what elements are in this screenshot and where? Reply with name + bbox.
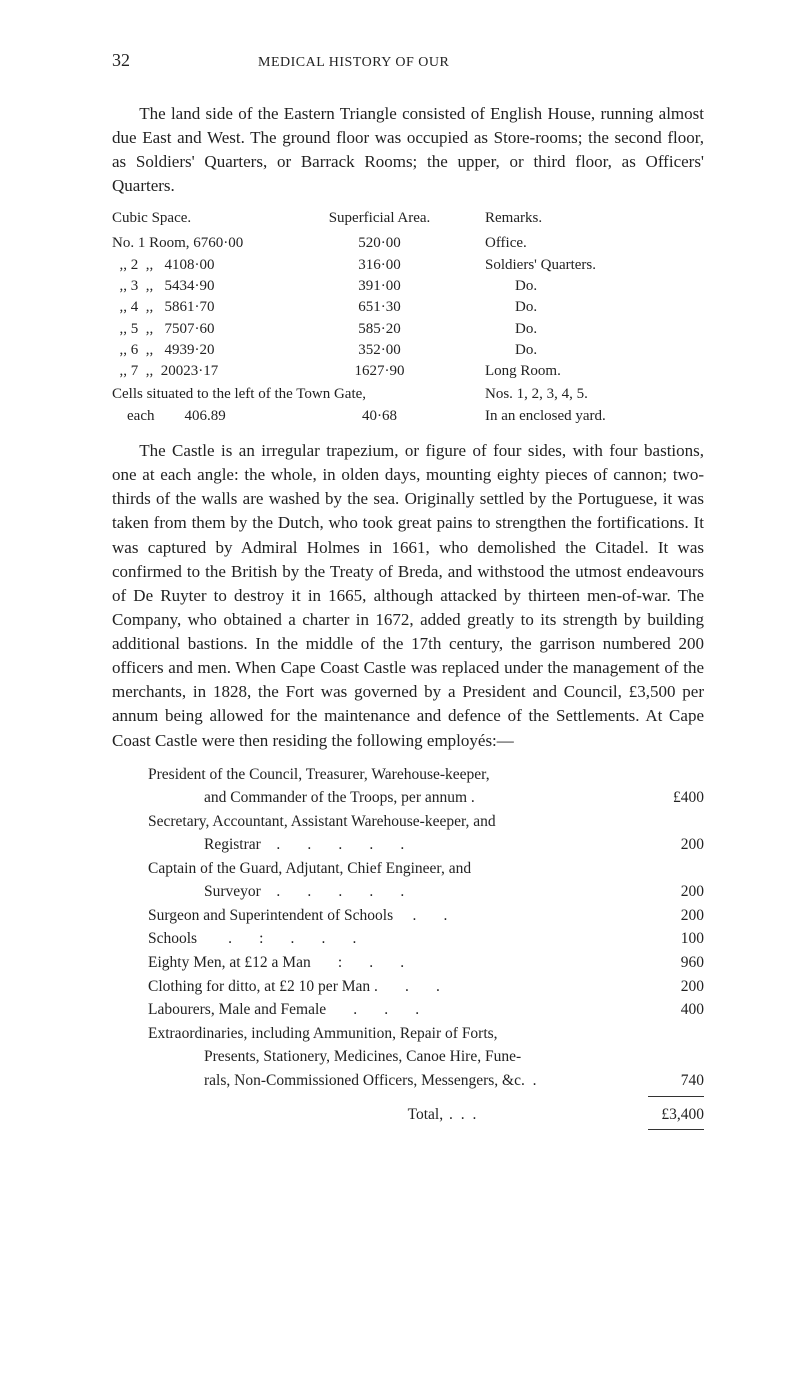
table-footer-row: Cells situated to the left of the Town G…	[112, 384, 704, 405]
list-item-label: Labourers, Male and Female . . .	[112, 998, 614, 1022]
list-item: and Commander of the Troops, per annum .…	[112, 786, 704, 810]
table-cell: ,, 4 ,, 5861·70	[112, 297, 302, 318]
list-item-amount: 200	[614, 833, 704, 857]
total-label: Total,	[112, 1103, 614, 1127]
table-cell: Do.	[457, 340, 704, 361]
list-item: Eighty Men, at £12 a Man : . .960	[112, 951, 704, 975]
table-header-row: Cubic Space. Superficial Area. Remarks.	[112, 208, 704, 229]
table-cell: Nos. 1, 2, 3, 4, 5.	[457, 384, 704, 405]
list-item-label: rals, Non-Commissioned Officers, Messeng…	[112, 1069, 614, 1093]
table-row: ,, 4 ,, 5861·70651·30 Do.	[112, 297, 704, 318]
table-cell: No. 1 Room, 6760·00	[112, 233, 302, 254]
body-paragraph-2: The Castle is an irregular trapezium, or…	[112, 439, 704, 753]
list-item: Presents, Stationery, Medicines, Canoe H…	[112, 1045, 704, 1069]
table-row: ,, 2 ,, 4108·00316·00Soldiers' Quarters.	[112, 255, 704, 276]
list-item-amount: 100	[614, 927, 704, 951]
table-cell: 520·00	[302, 233, 457, 254]
list-item-label: Extraordinaries, including Ammunition, R…	[112, 1022, 614, 1046]
table-cell: 585·20	[302, 319, 457, 340]
table-row: ,, 3 ,, 5434·90391·00 Do.	[112, 276, 704, 297]
table-footer-row: each 406.89 40·68 In an enclosed yard.	[112, 406, 704, 427]
table-row: ,, 6 ,, 4939·20352·00 Do.	[112, 340, 704, 361]
list-item-label: Presents, Stationery, Medicines, Canoe H…	[112, 1045, 614, 1069]
table-header: Remarks.	[457, 208, 704, 229]
list-item-label: Surveyor . . . . .	[112, 880, 614, 904]
table-header: Superficial Area.	[302, 208, 457, 229]
list-item-label: Eighty Men, at £12 a Man : . .	[112, 951, 614, 975]
rule-line	[648, 1129, 704, 1130]
employes-list: President of the Council, Treasurer, War…	[112, 763, 704, 1130]
page-header: 32 MEDICAL HISTORY OF OUR	[112, 48, 704, 74]
list-item-label: Registrar . . . . .	[112, 833, 614, 857]
list-item-label: Secretary, Accountant, Assistant Warehou…	[112, 810, 614, 834]
list-item-amount	[614, 857, 704, 881]
list-item-label: and Commander of the Troops, per annum .	[112, 786, 614, 810]
list-item-amount	[614, 1022, 704, 1046]
list-item-label: President of the Council, Treasurer, War…	[112, 763, 614, 787]
total-amount: £3,400	[614, 1103, 704, 1127]
table-cell: 40·68	[302, 406, 457, 427]
table-cell: ,, 7 ,, 20023·17	[112, 361, 302, 382]
list-item: Clothing for ditto, at £2 10 per Man . .…	[112, 975, 704, 999]
total-row: Total, £3,400	[112, 1103, 704, 1127]
body-paragraph-1: The land side of the Eastern Triangle co…	[112, 102, 704, 199]
list-item: Labourers, Male and Female . . .400	[112, 998, 704, 1022]
table-cell: Do.	[457, 297, 704, 318]
table-cell: 651·30	[302, 297, 457, 318]
list-item: Registrar . . . . .200	[112, 833, 704, 857]
table-cell: 1627·90	[302, 361, 457, 382]
table-cell: Do.	[457, 276, 704, 297]
list-item: Captain of the Guard, Adjutant, Chief En…	[112, 857, 704, 881]
list-item-amount: 200	[614, 975, 704, 999]
table-cell: ,, 2 ,, 4108·00	[112, 255, 302, 276]
list-item: Surveyor . . . . .200	[112, 880, 704, 904]
table-row: ,, 5 ,, 7507·60585·20 Do.	[112, 319, 704, 340]
page-number: 32	[112, 48, 130, 74]
table-cell: Soldiers' Quarters.	[457, 255, 704, 276]
list-item-amount: 960	[614, 951, 704, 975]
list-item: Surgeon and Superintendent of Schools . …	[112, 904, 704, 928]
list-item: Secretary, Accountant, Assistant Warehou…	[112, 810, 704, 834]
table-cell: 391·00	[302, 276, 457, 297]
table-row: ,, 7 ,, 20023·171627·90Long Room.	[112, 361, 704, 382]
rooms-table: Cubic Space. Superficial Area. Remarks. …	[112, 208, 704, 427]
list-item: rals, Non-Commissioned Officers, Messeng…	[112, 1069, 704, 1093]
table-cell: ,, 5 ,, 7507·60	[112, 319, 302, 340]
table-cell: 352·00	[302, 340, 457, 361]
list-item-amount	[614, 763, 704, 787]
table-cell: In an enclosed yard.	[457, 406, 704, 427]
table-cell: ,, 3 ,, 5434·90	[112, 276, 302, 297]
table-cell: Long Room.	[457, 361, 704, 382]
table-cell: each 406.89	[112, 406, 302, 427]
running-head: MEDICAL HISTORY OF OUR	[258, 53, 449, 73]
table-header: Cubic Space.	[112, 208, 302, 229]
list-item-amount	[614, 810, 704, 834]
table-cell: ,, 6 ,, 4939·20	[112, 340, 302, 361]
list-item-label: Surgeon and Superintendent of Schools . …	[112, 904, 614, 928]
list-item-amount: 200	[614, 904, 704, 928]
table-cell: 316·00	[302, 255, 457, 276]
list-item-label: Schools . : . . .	[112, 927, 614, 951]
list-item-label: Clothing for ditto, at £2 10 per Man . .…	[112, 975, 614, 999]
list-item-label: Captain of the Guard, Adjutant, Chief En…	[112, 857, 614, 881]
table-cell: Cells situated to the left of the Town G…	[112, 384, 457, 405]
table-cell: Do.	[457, 319, 704, 340]
list-item-amount: 200	[614, 880, 704, 904]
list-item-amount: £400	[614, 786, 704, 810]
list-item: Schools . : . . .100	[112, 927, 704, 951]
list-item: Extraordinaries, including Ammunition, R…	[112, 1022, 704, 1046]
list-item-amount: 400	[614, 998, 704, 1022]
rule-line	[648, 1096, 704, 1097]
list-item-amount	[614, 1045, 704, 1069]
list-item-amount: 740	[614, 1069, 704, 1093]
list-item: President of the Council, Treasurer, War…	[112, 763, 704, 787]
table-row: No. 1 Room, 6760·00520·00Office.	[112, 233, 704, 254]
table-cell: Office.	[457, 233, 704, 254]
